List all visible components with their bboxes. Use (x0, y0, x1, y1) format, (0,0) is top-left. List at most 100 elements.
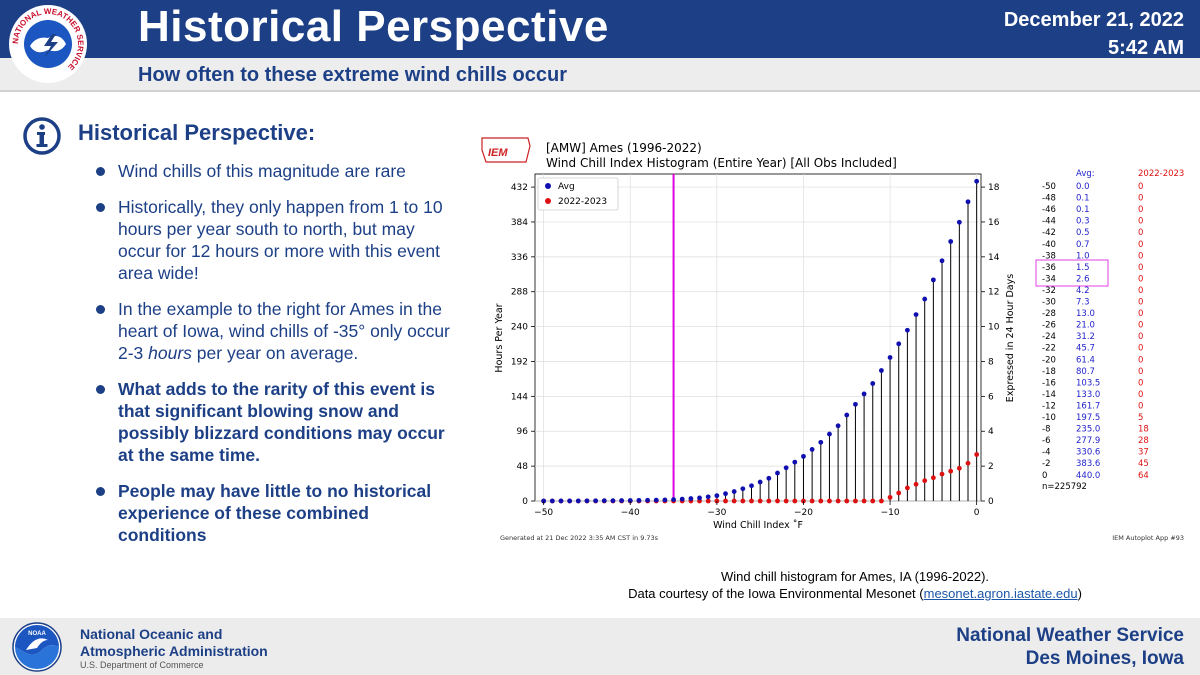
avg-point (844, 412, 850, 418)
avg-point (575, 498, 581, 504)
table-cell-obs: 0 (1138, 194, 1143, 204)
obs-point (783, 498, 789, 504)
plot-area (534, 173, 982, 502)
avg-point (853, 401, 858, 407)
obs-point (879, 498, 884, 504)
table-cell-value: -40 (1042, 240, 1056, 250)
data-table: Avg: 2022-2023 -50 0.0 0 -48 0.1 0 -46 0.1 0 -44 0… (1035, 169, 1184, 492)
x-tick-label: 0 (974, 508, 980, 518)
obs-point (913, 481, 919, 487)
noaa-department: U.S. Department of Commerce (80, 660, 204, 670)
avg-point (688, 496, 694, 501)
avg-point (610, 498, 616, 504)
table-cell-avg: 0.0 (1076, 182, 1090, 192)
table-cell-obs: 0 (1138, 355, 1143, 365)
mesonet-link[interactable]: mesonet.agron.iastate.edu (923, 586, 1078, 601)
table-cell-obs: 0 (1138, 228, 1143, 238)
bullet-list: Wind chills of this magnitude are rare H… (96, 160, 456, 560)
avg-point (792, 459, 798, 465)
obs-point (904, 485, 910, 491)
noaa-name-line-2: Atmospheric Administration (80, 643, 268, 659)
obs-point (731, 498, 737, 504)
iem-logo-text: IEM (488, 147, 508, 159)
avg-point (766, 475, 772, 481)
y2-axis-label: Expressed in 24 Hour Days (1005, 274, 1016, 402)
y-tick-label: 240 (511, 323, 528, 333)
y2-tick-label: 14 (988, 253, 1000, 263)
noaa-logo-text: NOAA (28, 631, 46, 637)
obs-point (835, 498, 841, 504)
y-tick-label: 144 (511, 392, 528, 402)
table-cell-obs: 0 (1138, 344, 1143, 354)
table-cell-avg: 133.0 (1076, 390, 1100, 400)
table-cell-avg: 235.0 (1076, 425, 1100, 435)
table-cell-avg: 0.1 (1076, 205, 1090, 215)
avg-point (939, 258, 945, 264)
legend-avg-marker (545, 183, 551, 189)
table-cell-avg: 7.3 (1076, 298, 1090, 308)
y-tick-label: 192 (511, 357, 528, 367)
table-cell-obs: 0 (1138, 286, 1143, 296)
avg-point (584, 498, 590, 504)
y-tick-label: 96 (517, 427, 529, 437)
table-cell-value: -20 (1042, 355, 1056, 365)
y2-tick-label: 4 (988, 427, 994, 437)
chart-title: [AMW] Ames (1996-2022) (546, 141, 702, 155)
obs-point (740, 498, 746, 504)
table-cell-value: -50 (1042, 182, 1056, 192)
y-tick-label: 384 (511, 218, 528, 228)
table-cell-value: -28 (1042, 309, 1056, 319)
avg-point (913, 312, 919, 318)
table-cell-obs: 0 (1138, 298, 1143, 308)
y-tick-label: 432 (511, 183, 528, 193)
table-cell-avg: 13.0 (1076, 309, 1095, 319)
caption-line-1: Wind chill histogram for Ames, IA (1996-… (720, 569, 990, 584)
avg-point (887, 355, 893, 360)
y2-tick-label: 6 (988, 392, 994, 402)
bullet-item: In the example to the right for Ames in … (96, 298, 456, 364)
table-cell-value: -38 (1042, 251, 1056, 261)
avg-point (723, 491, 728, 497)
obs-point (723, 498, 728, 504)
table-cell-obs: 0 (1138, 378, 1143, 388)
table-cell-value: -8 (1042, 425, 1050, 435)
table-cell-value: -32 (1042, 286, 1056, 296)
avg-point (809, 447, 815, 452)
table-cell-avg: 161.7 (1076, 401, 1100, 411)
table-cell-value: -36 (1042, 263, 1056, 273)
table-cell-avg: 80.7 (1076, 367, 1095, 377)
y2-tick-label: 12 (988, 288, 999, 298)
table-cell-value: -22 (1042, 344, 1056, 354)
chart-svg: IEM [AMW] Ames (1996-2022) Wind Chill In… (481, 137, 1184, 542)
table-cell-value: 0 (1042, 471, 1047, 481)
obs-point (766, 498, 772, 504)
legend-avg-label: Avg (558, 182, 575, 192)
table-cell-avg: 197.5 (1076, 413, 1100, 423)
office-line-1: National Weather Service (956, 625, 1184, 646)
obs-point (757, 498, 763, 504)
table-cell-obs: 0 (1138, 251, 1143, 261)
table-cell-value: -16 (1042, 378, 1056, 388)
table-cell-avg: 440.0 (1076, 471, 1100, 481)
table-cell-obs: 0 (1138, 401, 1143, 411)
obs-point (974, 452, 980, 457)
info-icon (23, 117, 61, 155)
table-cell-value: -26 (1042, 321, 1056, 331)
header-divider (0, 90, 1200, 92)
page-subtitle: How often to these extreme wind chills o… (138, 64, 567, 86)
avg-point (861, 391, 867, 397)
legend-obs-label: 2022-2023 (558, 197, 607, 207)
timestamp: December 21, 2022 5:42 AM (1004, 6, 1184, 62)
avg-point (601, 498, 607, 504)
avg-point (775, 470, 780, 476)
avg-point (757, 479, 763, 485)
table-cell-obs: 5 (1138, 413, 1143, 423)
y2-tick-label: 18 (988, 183, 1000, 193)
table-cell-obs: 0 (1138, 367, 1143, 377)
obs-point (922, 478, 928, 484)
bullet-item: Wind chills of this magnitude are rare (96, 160, 456, 182)
avg-point (930, 277, 936, 283)
table-cell-obs: 0 (1138, 309, 1143, 319)
table-cell-value: -6 (1042, 436, 1050, 446)
table-cell-value: -42 (1042, 228, 1056, 238)
